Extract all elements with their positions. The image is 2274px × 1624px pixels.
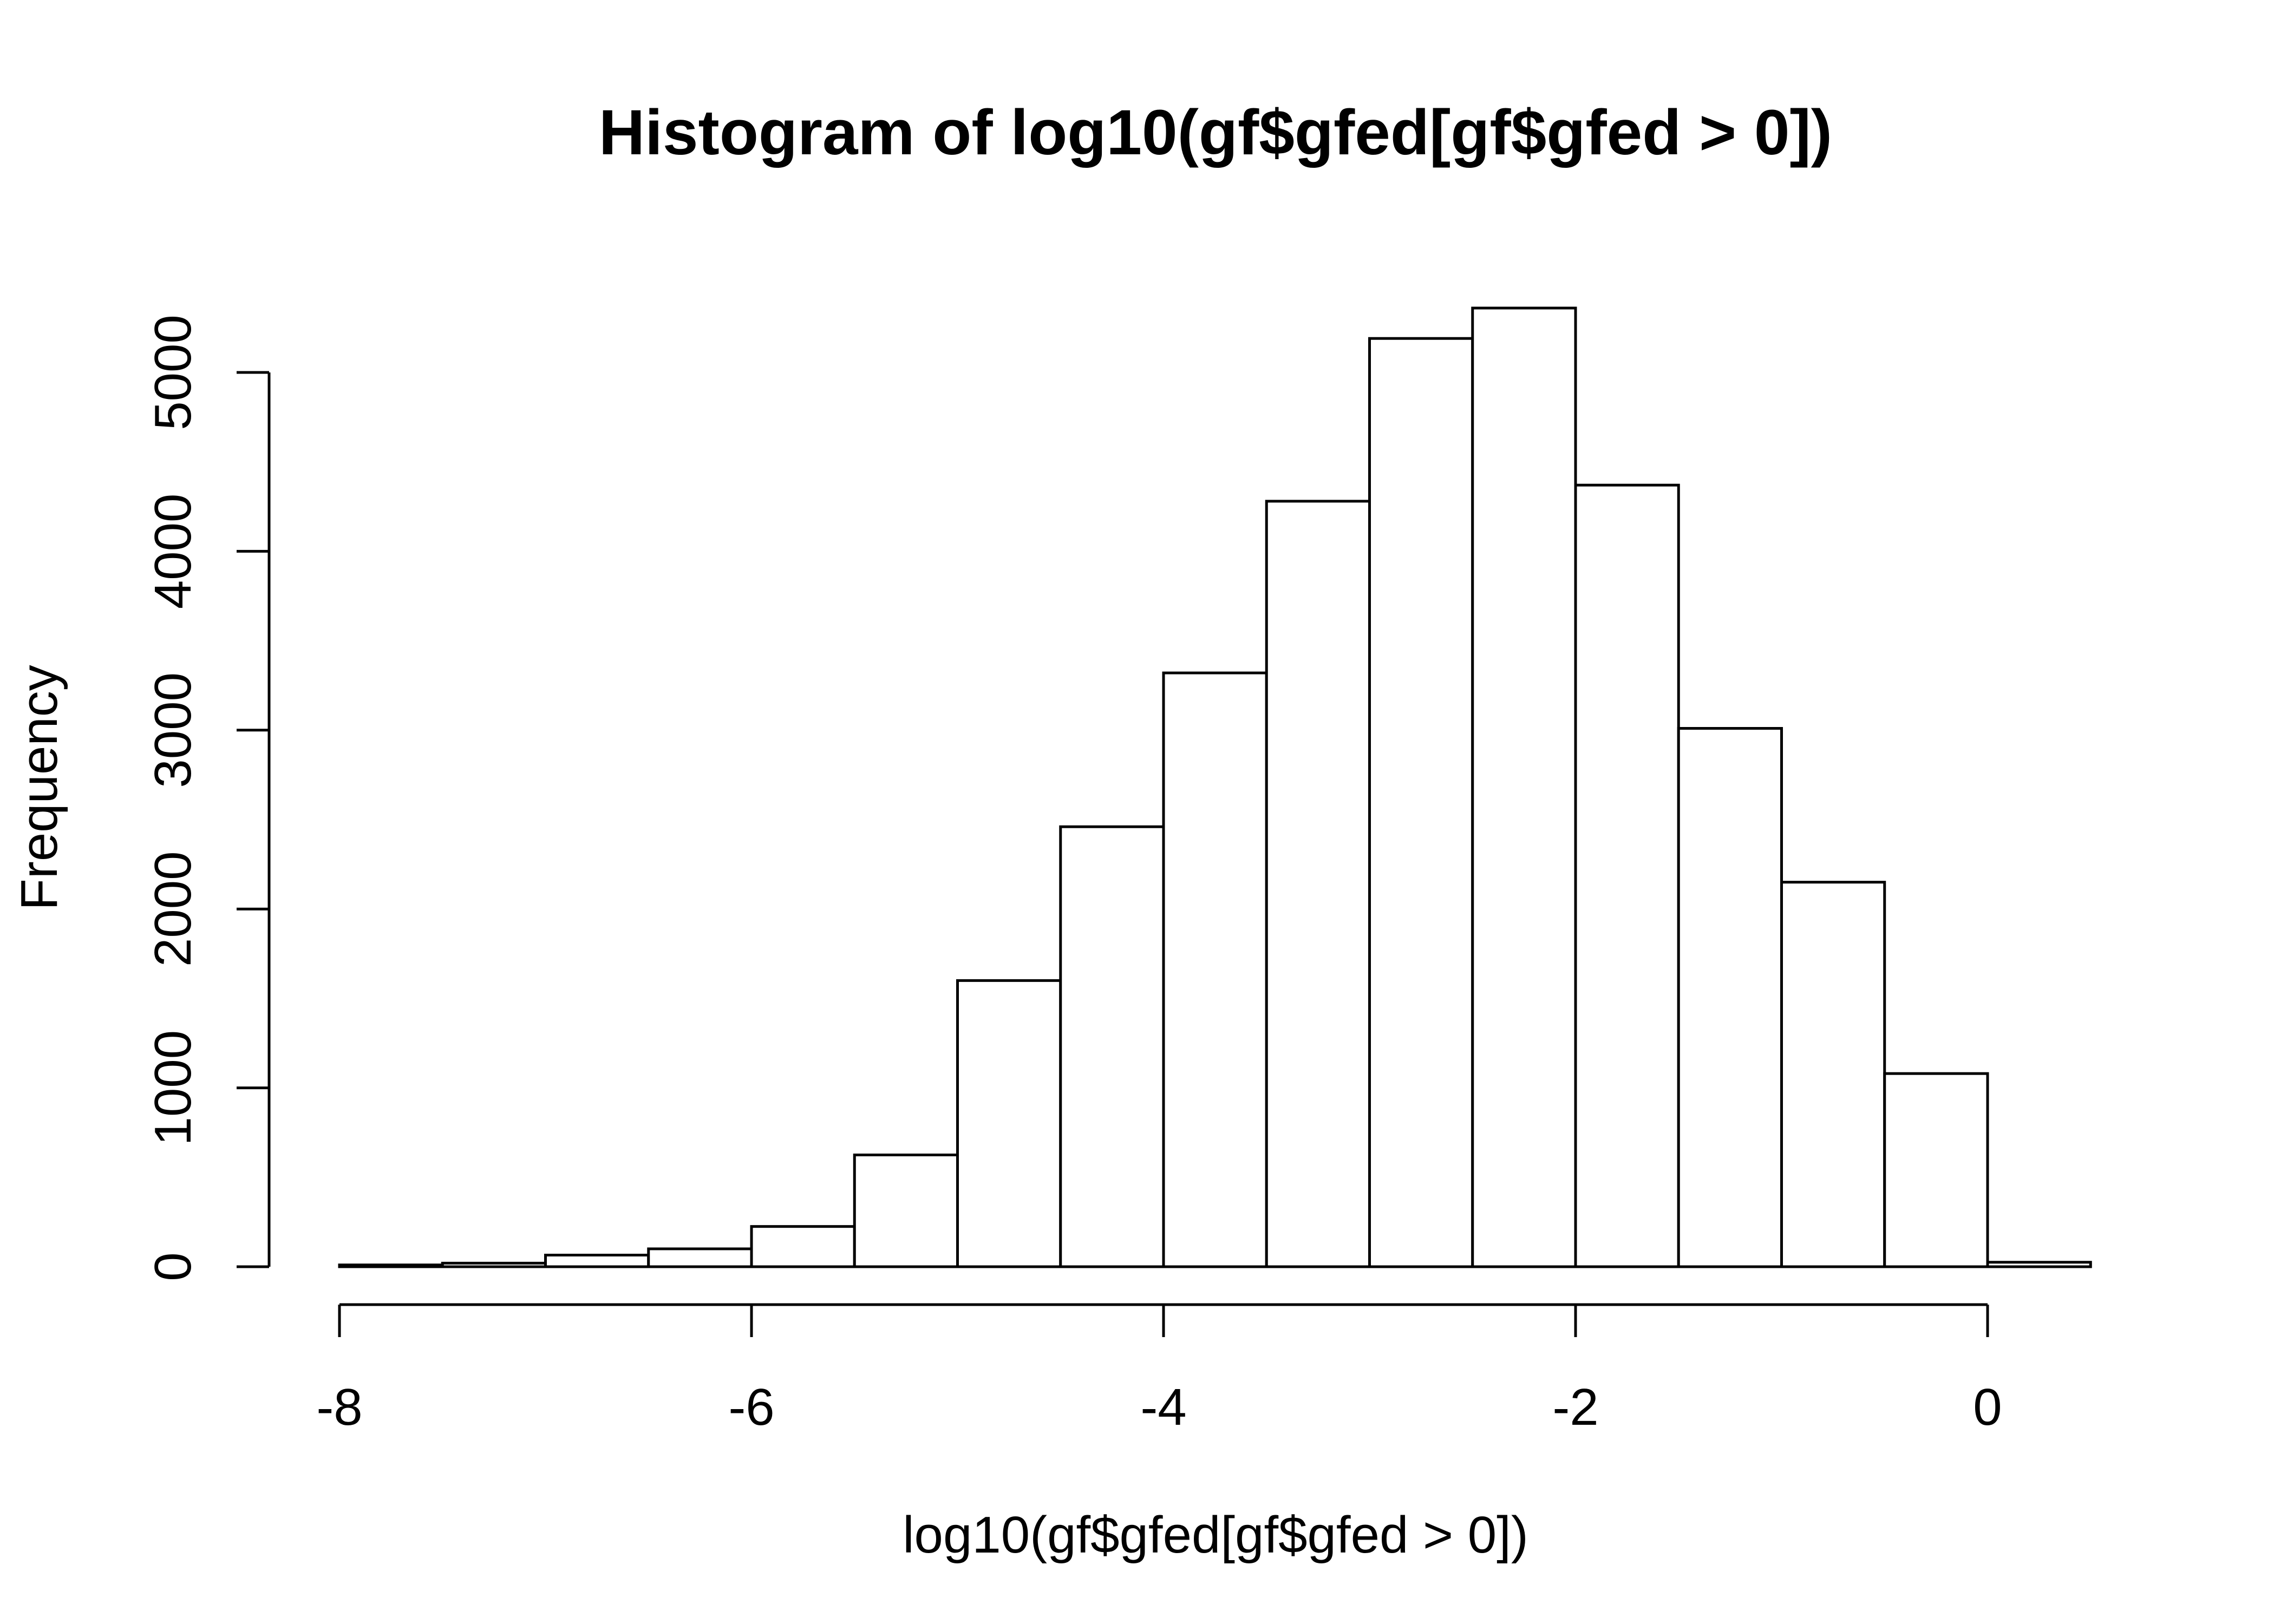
histogram-bar	[956, 979, 1062, 1268]
x-tick-label: -6	[728, 1378, 774, 1436]
x-axis-label: log10(gf$gfed[gf$gfed > 0])	[903, 1506, 1528, 1564]
y-tick-label: 3000	[144, 672, 202, 788]
histogram-bar	[1162, 671, 1268, 1268]
histogram-bar	[1368, 337, 1474, 1268]
y-tick-label: 2000	[144, 851, 202, 967]
histogram-bar	[1471, 306, 1577, 1268]
x-axis: -8 -6 -4 -2 0	[316, 1303, 2002, 1436]
y-tick-label: 1000	[144, 1030, 202, 1146]
y-axis-label: Frequency	[10, 665, 68, 911]
histogram-bar	[750, 1225, 856, 1268]
x-tick-label: -4	[1140, 1378, 1186, 1436]
y-tick-label: 5000	[144, 315, 202, 430]
histogram-bar	[1059, 825, 1165, 1268]
y-axis: 0 1000 2000 3000 4000 5000	[144, 315, 271, 1281]
y-tick-label: 0	[144, 1252, 202, 1281]
x-tick-label: -8	[316, 1378, 362, 1436]
histogram-bar	[1265, 500, 1371, 1268]
histogram-bar	[1574, 483, 1680, 1268]
histogram-bar	[1883, 1072, 1989, 1268]
histogram-bar	[1677, 726, 1783, 1268]
histogram-bar	[544, 1254, 650, 1268]
histogram-bar	[853, 1154, 959, 1268]
y-tick-label: 4000	[144, 494, 202, 610]
histogram-bar	[441, 1261, 547, 1268]
histogram-bar	[1986, 1261, 2092, 1268]
chart-title: Histogram of log10(gf$gfed[gf$gfed > 0])	[599, 97, 1832, 168]
x-tick-label: 0	[1973, 1378, 2002, 1436]
histogram-bar	[647, 1247, 753, 1268]
histogram-bar	[338, 1263, 444, 1268]
histogram-bar	[1780, 881, 1886, 1268]
bars-group	[338, 306, 2092, 1268]
x-tick-label: -2	[1552, 1378, 1598, 1436]
